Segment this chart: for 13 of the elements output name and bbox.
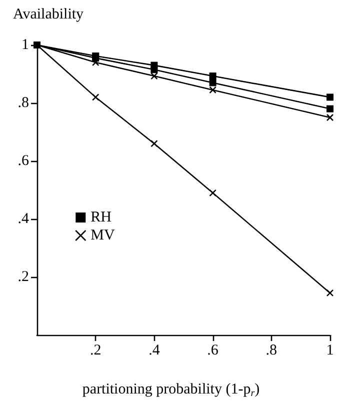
y-axis-title: Availability (13, 6, 84, 22)
x-tick-label: .2 (90, 342, 102, 358)
y-tick-label: .6 (18, 153, 30, 169)
x-tick-label: .8 (266, 342, 278, 358)
legend-label: MV (90, 228, 115, 244)
y-tick-label: .8 (18, 95, 29, 111)
y-tick-label: 1 (22, 37, 29, 53)
x-tick-label: .6 (207, 342, 219, 358)
y-tick-label: .2 (18, 269, 29, 285)
x-tick-label: 1 (326, 342, 334, 358)
x-tick-label: .4 (148, 342, 160, 358)
legend-label: RH (90, 210, 112, 226)
y-tick-label: .4 (18, 211, 30, 227)
